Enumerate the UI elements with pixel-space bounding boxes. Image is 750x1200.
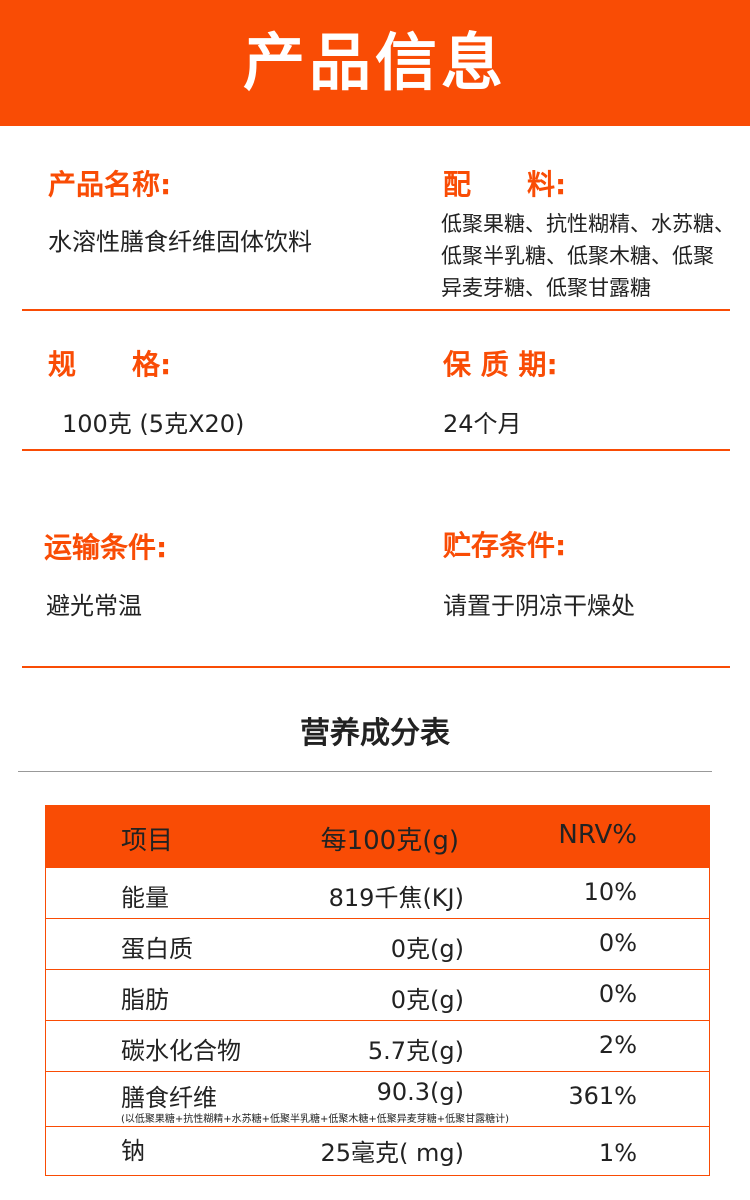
ingredients-line: 异麦芽糖、低聚甘露糖 [441, 276, 651, 300]
table-row: 能量 819千焦(KJ) 10% [46, 868, 709, 919]
page-title: 产品信息 [242, 26, 507, 99]
transport-value: 避光常温 [46, 592, 142, 620]
row-item: 碳水化合物 [121, 1037, 241, 1065]
ingredients-value: 低聚果糖、抗性糊精、水苏糖、 低聚半乳糖、低聚木糖、低聚 异麦芽糖、低聚甘露糖 [441, 208, 735, 304]
table-row: 碳水化合物 5.7克(g) 2% [46, 1021, 709, 1072]
divider [22, 309, 730, 311]
product-name-label: 产品名称: [48, 168, 172, 201]
row-nrv: 0% [598, 980, 637, 1008]
row-amount: 90.3(g) [376, 1078, 464, 1106]
row-item: 脂肪 [121, 986, 169, 1014]
row-item: 膳食纤维 [121, 1084, 217, 1112]
row-amount: 819千焦(KJ) [328, 884, 464, 912]
nutrition-table: 项目 每100克(g) NRV% 能量 819千焦(KJ) 10% 蛋白质 0克… [45, 805, 710, 1176]
ingredients-line: 低聚果糖、抗性糊精、水苏糖、 [441, 212, 735, 236]
transport-label: 运输条件: [44, 531, 168, 564]
row-item: 能量 [121, 884, 169, 912]
nutrition-title: 营养成分表 [300, 716, 450, 751]
spec-label: 规 格: [48, 348, 172, 381]
ingredients-line: 低聚半乳糖、低聚木糖、低聚 [441, 244, 714, 268]
row-note: (以低聚果糖+抗性糊精+水苏糖+低聚半乳糖+低聚木糖+低聚异麦芽糖+低聚甘露糖计… [121, 1114, 510, 1125]
product-name-value: 水溶性膳食纤维固体饮料 [48, 228, 312, 256]
row-amount: 0克(g) [390, 986, 464, 1014]
header-item: 项目 [121, 826, 174, 856]
header-nrv: NRV% [558, 820, 637, 850]
header-amount: 每100克(g) [320, 826, 459, 856]
row-nrv: 10% [583, 878, 637, 906]
storage-label: 贮存条件: [443, 529, 567, 562]
divider [22, 666, 730, 668]
header-banner [0, 0, 750, 126]
row-amount: 25毫克( mg) [320, 1139, 464, 1167]
ingredients-label: 配 料: [443, 168, 567, 201]
row-amount: 0克(g) [390, 935, 464, 963]
storage-value: 请置于阴凉干燥处 [443, 592, 635, 620]
shelf-life-label: 保 质 期: [443, 348, 558, 381]
table-row: 膳食纤维 90.3(g) 361% (以低聚果糖+抗性糊精+水苏糖+低聚半乳糖+… [46, 1072, 709, 1127]
spec-value: 100克 (5克X20) [62, 410, 245, 438]
row-item: 蛋白质 [121, 935, 193, 963]
table-header: 项目 每100克(g) NRV% [46, 805, 709, 868]
row-nrv: 0% [598, 929, 637, 957]
row-item: 钠 [121, 1137, 145, 1165]
table-row: 钠 25毫克( mg) 1% [46, 1127, 709, 1175]
table-row: 脂肪 0克(g) 0% [46, 970, 709, 1021]
row-nrv: 2% [598, 1031, 637, 1059]
divider [18, 771, 712, 772]
shelf-life-value: 24个月 [443, 410, 522, 438]
table-row: 蛋白质 0克(g) 0% [46, 919, 709, 970]
row-nrv: 1% [598, 1139, 637, 1167]
row-nrv: 361% [568, 1082, 637, 1110]
row-amount: 5.7克(g) [367, 1037, 464, 1065]
divider [22, 449, 730, 451]
